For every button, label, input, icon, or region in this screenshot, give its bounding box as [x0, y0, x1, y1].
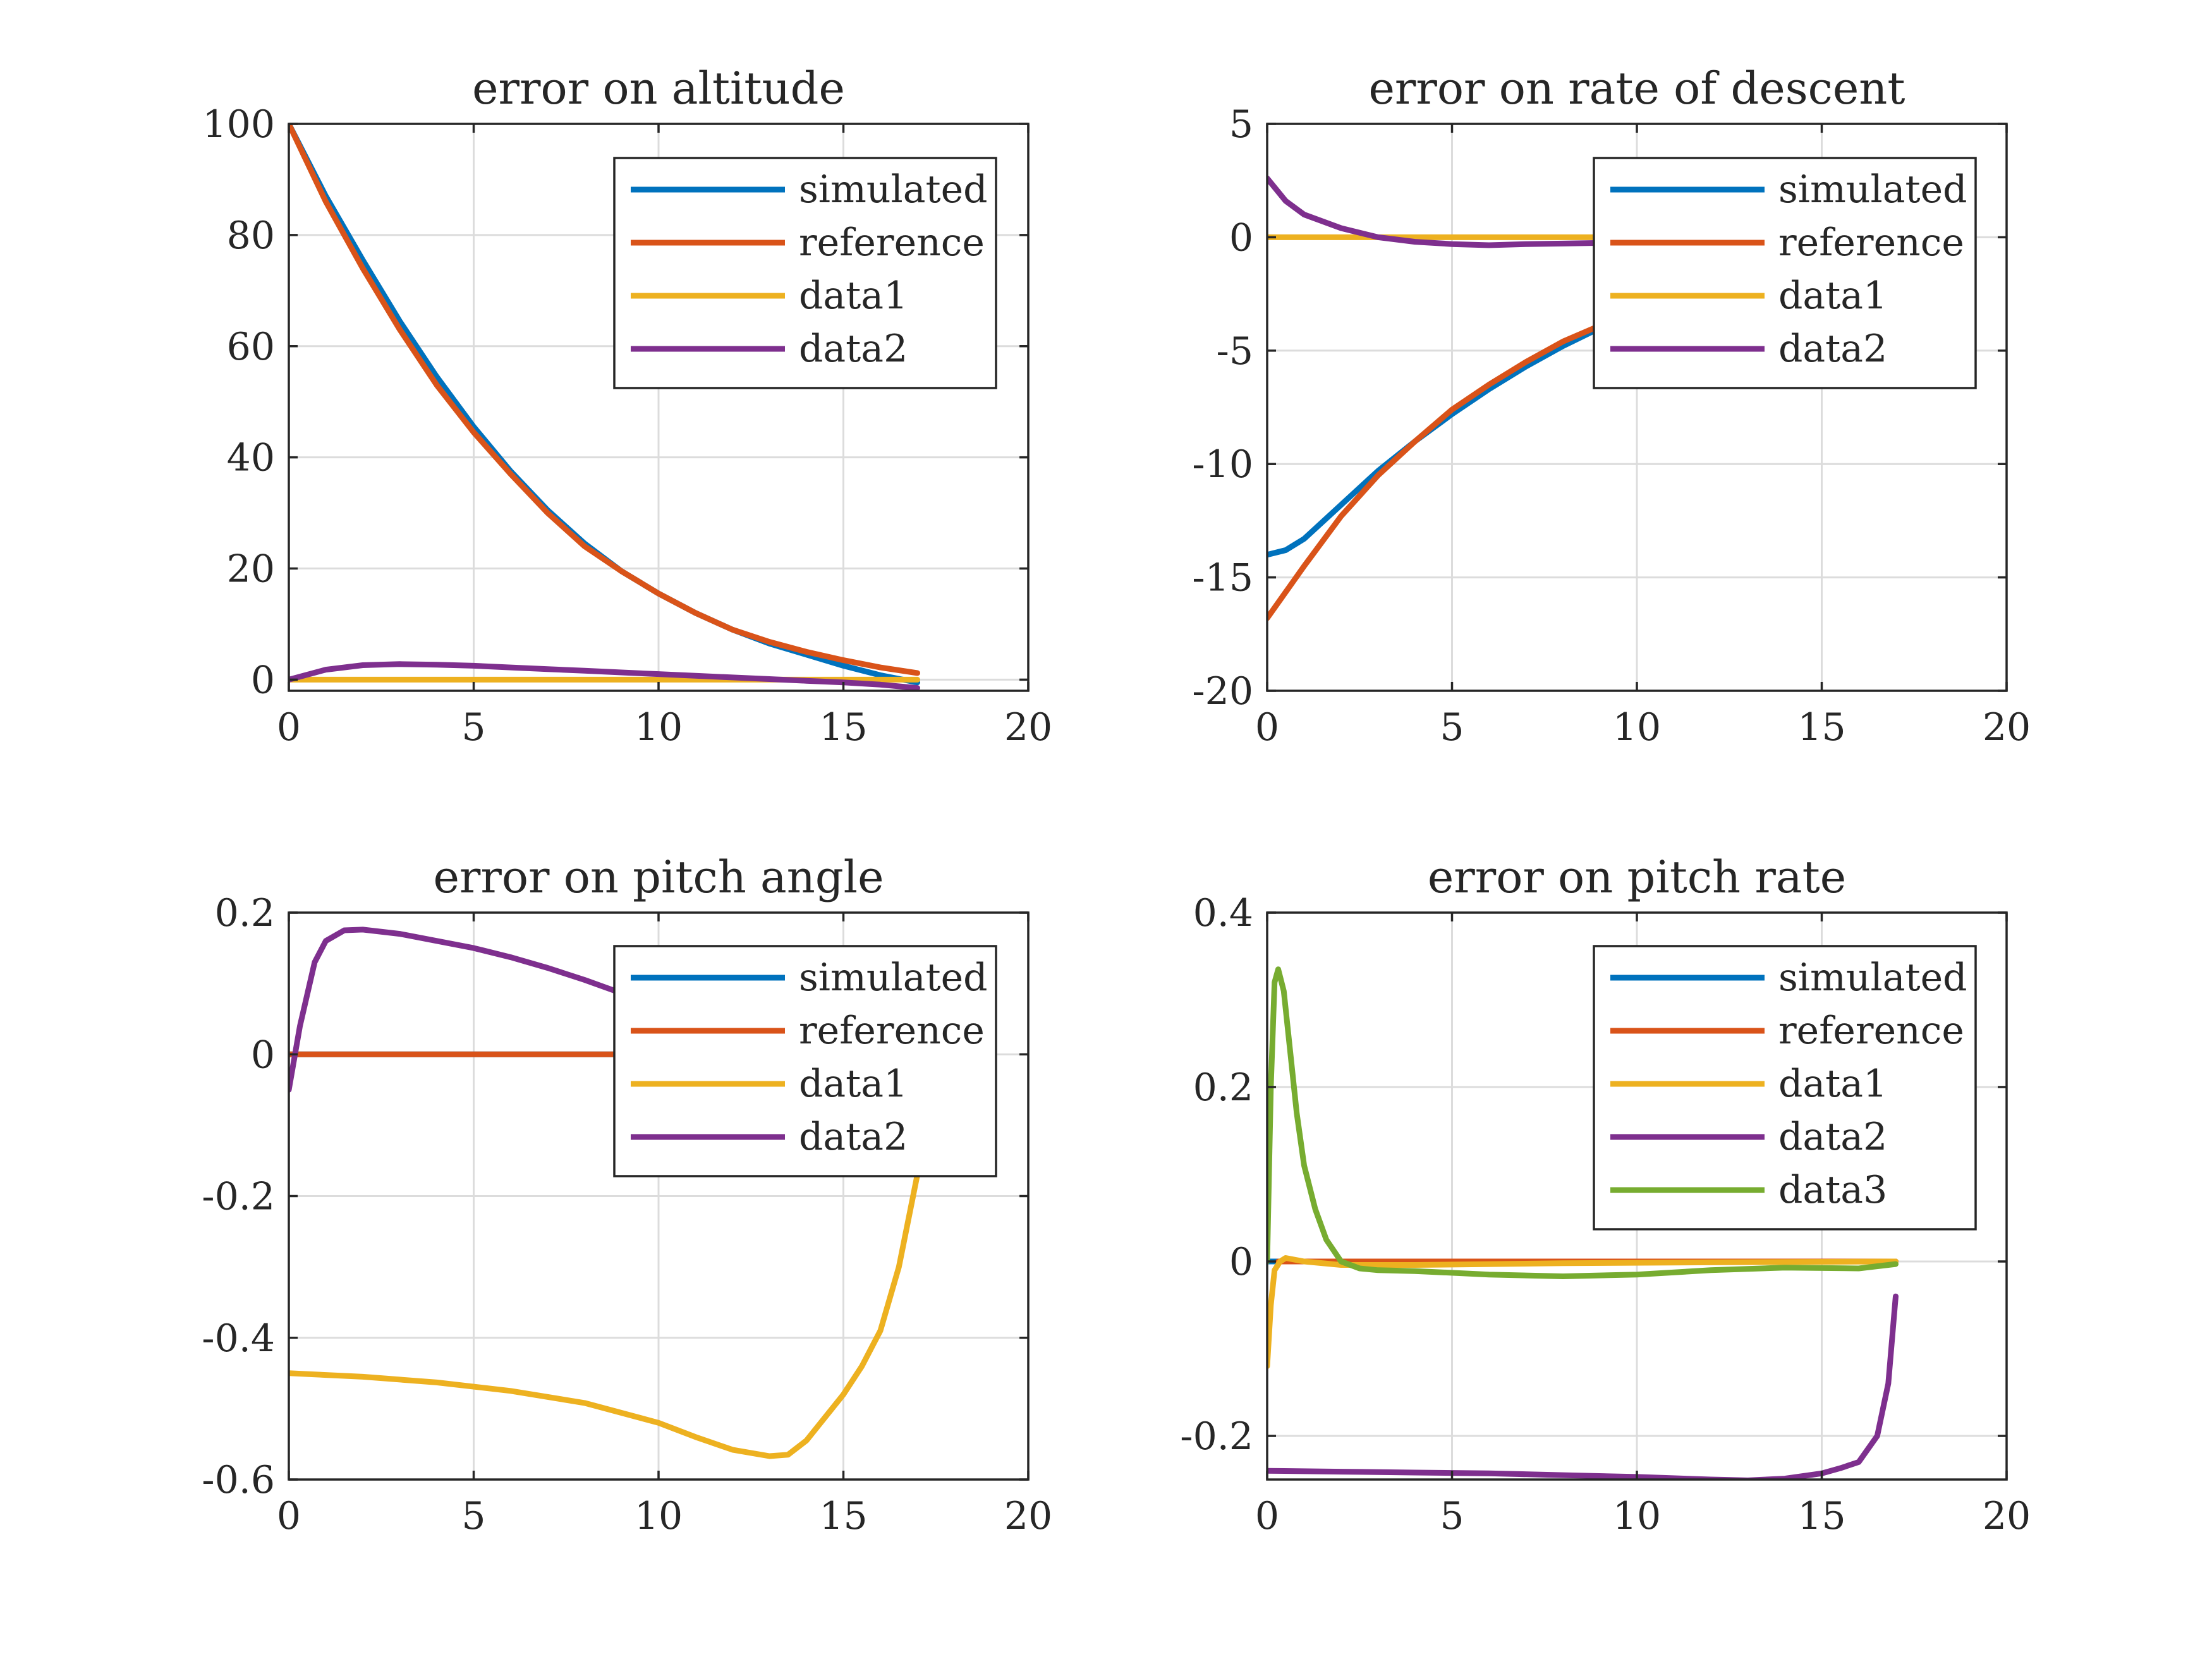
series-group: [289, 927, 920, 1459]
legend: simulated reference data1 data2: [613, 157, 997, 389]
legend: simulated reference data1 data2 data3: [1593, 945, 1977, 1231]
series-line-data2: [289, 927, 617, 1093]
y-tick-label: -10: [1192, 442, 1253, 487]
y-tick-label: -20: [1192, 669, 1253, 714]
y-tick-label: 0: [251, 658, 275, 702]
y-tick-label: 0: [1229, 1240, 1253, 1284]
legend-label-data1: data1: [1778, 1062, 1887, 1106]
legend-label-data2: data2: [799, 327, 908, 371]
legend-label-data2: data2: [1778, 327, 1887, 371]
subplot-1: 0 5 10 15 20 0 20 40 60 80 100 error on altitude sim…: [202, 63, 1052, 750]
legend-label-data2: data2: [799, 1115, 908, 1159]
y-tick-label: 20: [227, 547, 275, 592]
series-line-data3: [1267, 966, 1899, 1279]
legend-label-reference: reference: [799, 1009, 985, 1053]
x-tick-label: 15: [819, 1494, 867, 1538]
y-tick-label: -5: [1217, 329, 1253, 374]
legend: simulated reference data1 data2: [1593, 157, 1977, 389]
y-tick-label: 0.2: [1193, 1066, 1253, 1110]
legend-label-reference: reference: [1778, 1009, 1964, 1053]
legend-label-data3: data3: [1778, 1168, 1887, 1212]
x-tick-label: 0: [277, 705, 301, 750]
x-tick-label: 20: [1983, 1494, 2031, 1538]
legend-label-data2: data2: [1778, 1115, 1887, 1159]
subplot-title: error on altitude: [472, 63, 845, 114]
y-tick-label: -0.2: [202, 1175, 275, 1219]
x-tick-label: 10: [635, 1494, 683, 1538]
x-tick-label: 20: [1004, 1494, 1052, 1538]
x-tick-label: 5: [461, 1494, 485, 1538]
legend-label-data1: data1: [1778, 274, 1887, 318]
y-tick-label: -0.2: [1180, 1414, 1253, 1459]
series-line-data1: [1267, 1255, 1899, 1370]
series-group: [289, 124, 920, 691]
legend: simulated reference data1 data2: [613, 945, 997, 1177]
x-tick-label: 10: [1613, 705, 1661, 750]
legend-label-reference: reference: [799, 221, 985, 265]
x-tick-label: 10: [1613, 1494, 1661, 1538]
x-tick-label: 0: [277, 1494, 301, 1538]
series-line-reference: [1267, 322, 1603, 621]
x-tick-label: 10: [635, 705, 683, 750]
legend-label-data1: data1: [799, 274, 908, 318]
legend-box: [1593, 945, 1977, 1231]
series-line-data2: [289, 661, 920, 691]
y-tick-label: 40: [227, 436, 275, 480]
y-tick-label: -15: [1192, 556, 1253, 600]
series-line-reference: [289, 124, 920, 676]
x-tick-label: 0: [1255, 1494, 1279, 1538]
legend-label-simulated: simulated: [799, 956, 988, 1000]
y-tick-label: -0.4: [202, 1316, 275, 1361]
legend-label-simulated: simulated: [1778, 956, 1967, 1000]
legend-box: [613, 945, 997, 1177]
series-line-data2: [1267, 1293, 1899, 1480]
x-tick-label: 5: [1440, 1494, 1464, 1538]
y-tick-label: -0.6: [202, 1458, 275, 1502]
subplot-3: 0 5 10 15 20 -0.6 -0.4 -0.2 0 0.2 error on pitch a…: [202, 851, 1052, 1538]
subplot-title: error on pitch angle: [434, 851, 884, 903]
y-tick-label: 0.2: [215, 891, 275, 935]
x-tick-label: 5: [461, 705, 485, 750]
subplot-title: error on rate of descent: [1369, 63, 1905, 114]
subplot-title: error on pitch rate: [1428, 851, 1846, 903]
y-tick-label: 5: [1229, 102, 1253, 147]
legend-label-simulated: simulated: [1778, 167, 1967, 212]
series-line-data1: [289, 1172, 920, 1459]
legend-label-data1: data1: [799, 1062, 908, 1106]
legend-label-reference: reference: [1778, 221, 1964, 265]
series-line-data2: [1267, 175, 1603, 248]
y-tick-label: 80: [227, 214, 275, 258]
series-group: [1267, 966, 1899, 1480]
y-tick-label: 100: [202, 102, 275, 147]
x-tick-label: 0: [1255, 705, 1279, 750]
legend-label-simulated: simulated: [799, 167, 988, 212]
x-tick-label: 15: [819, 705, 867, 750]
x-tick-label: 20: [1983, 705, 2031, 750]
y-tick-label: 60: [227, 325, 275, 369]
x-tick-label: 20: [1004, 705, 1052, 750]
y-tick-label: 0: [1229, 216, 1253, 260]
x-tick-label: 15: [1797, 705, 1845, 750]
y-tick-label: 0: [251, 1033, 275, 1077]
x-tick-label: 15: [1797, 1494, 1845, 1538]
subplot-2: 0 5 10 15 20 -20 -15 -10 -5 0 5 error on rate of de…: [1192, 63, 2031, 750]
y-tick-label: 0.4: [1193, 891, 1253, 935]
series-line-simulated: [1267, 325, 1603, 558]
x-tick-label: 5: [1440, 705, 1464, 750]
series-group: [1267, 175, 1603, 621]
